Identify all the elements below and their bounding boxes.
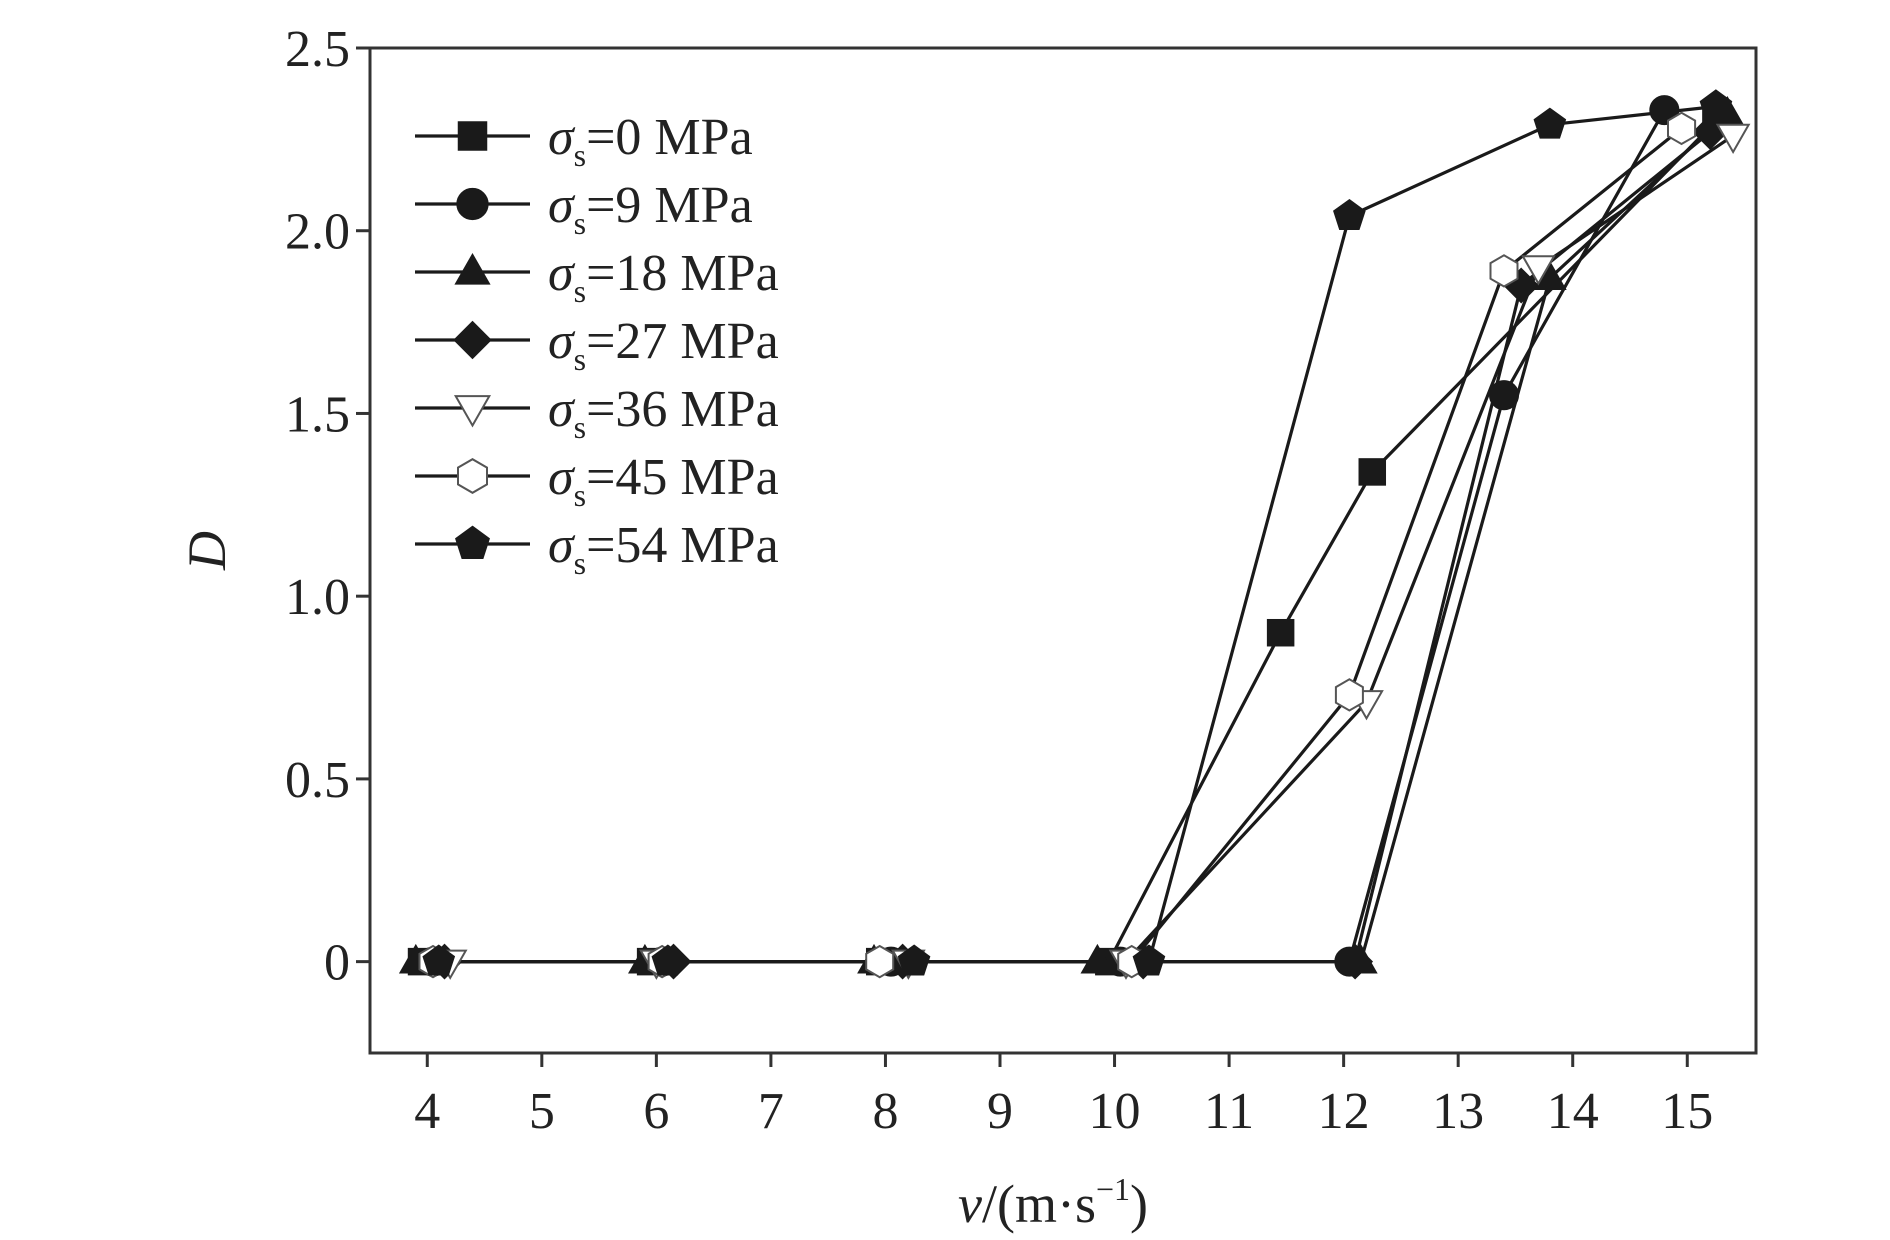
data-point-7 [422,944,456,976]
data-point-7 [1333,198,1366,231]
y-tick-label: 2.5 [285,21,350,78]
legend-label: σs=36 MPa [548,381,779,445]
x-tick-label: 13 [1432,1083,1484,1140]
y-tick-label: 1.5 [285,386,350,443]
data-point-7 [897,944,931,976]
x-tick-label: 6 [643,1083,669,1140]
data-point-7 [1132,944,1166,976]
y-tick-label: 0.5 [285,752,350,809]
data-point-7 [651,944,685,976]
x-tick-label: 9 [987,1083,1013,1140]
data-point-6 [1334,678,1364,712]
data-point-2 [1649,95,1680,126]
y-axis-label: D [177,531,237,571]
data-point-6 [865,944,895,979]
data-point-1 [1358,458,1387,486]
legend-marker [455,525,490,559]
x-tick-label: 5 [529,1083,555,1140]
x-tick-label: 14 [1547,1083,1599,1140]
legend-marker [456,187,489,221]
y-tick-label: 0 [324,935,350,992]
data-point-6 [1489,254,1519,288]
legend-label: σs=9 MPa [548,177,753,241]
x-tick-label: 15 [1661,1083,1713,1140]
y-axis-ticks: 0 0.5 1.0 1.5 2.0 2.5 [285,21,370,992]
data-point-1 [1266,618,1295,647]
legend-marker [457,121,488,151]
legend-label: σs=18 MPa [548,245,779,309]
data-point-5 [1715,123,1751,155]
x-tick-label: 4 [414,1083,440,1140]
legend-label: σs=54 MPa [548,517,779,581]
legend-label: σs=27 MPa [548,313,779,377]
legend-marker [453,395,492,428]
x-tick-label: 10 [1089,1083,1141,1140]
x-tick-label: 12 [1318,1083,1370,1140]
legend-marker [454,252,491,285]
data-point-7 [1533,107,1567,139]
data-point-4 [1337,943,1374,980]
plot-frame [368,46,1758,1055]
y-tick-label: 1.0 [285,569,350,626]
y-tick-label: 2.0 [285,204,350,261]
data-point-7 [1699,89,1733,121]
legend-marker [453,320,492,360]
series-markers [398,89,1751,980]
x-tick-label: 7 [758,1083,784,1140]
x-axis-ticks: 4 5 6 7 8 9 10 11 12 13 14 15 [414,1053,1713,1140]
x-axis-label: v/(m·s−1) [958,1171,1148,1234]
legend-marker [457,458,488,494]
data-point-2 [1488,380,1520,411]
legend-label: σs=0 MPa [548,109,753,173]
legend-label: σs=45 MPa [548,449,779,513]
data-point-6 [1667,111,1697,146]
data-point-5 [1521,255,1556,286]
x-tick-label: 11 [1204,1083,1254,1140]
data-point-3 [1080,943,1115,974]
x-tick-label: 8 [872,1083,898,1140]
